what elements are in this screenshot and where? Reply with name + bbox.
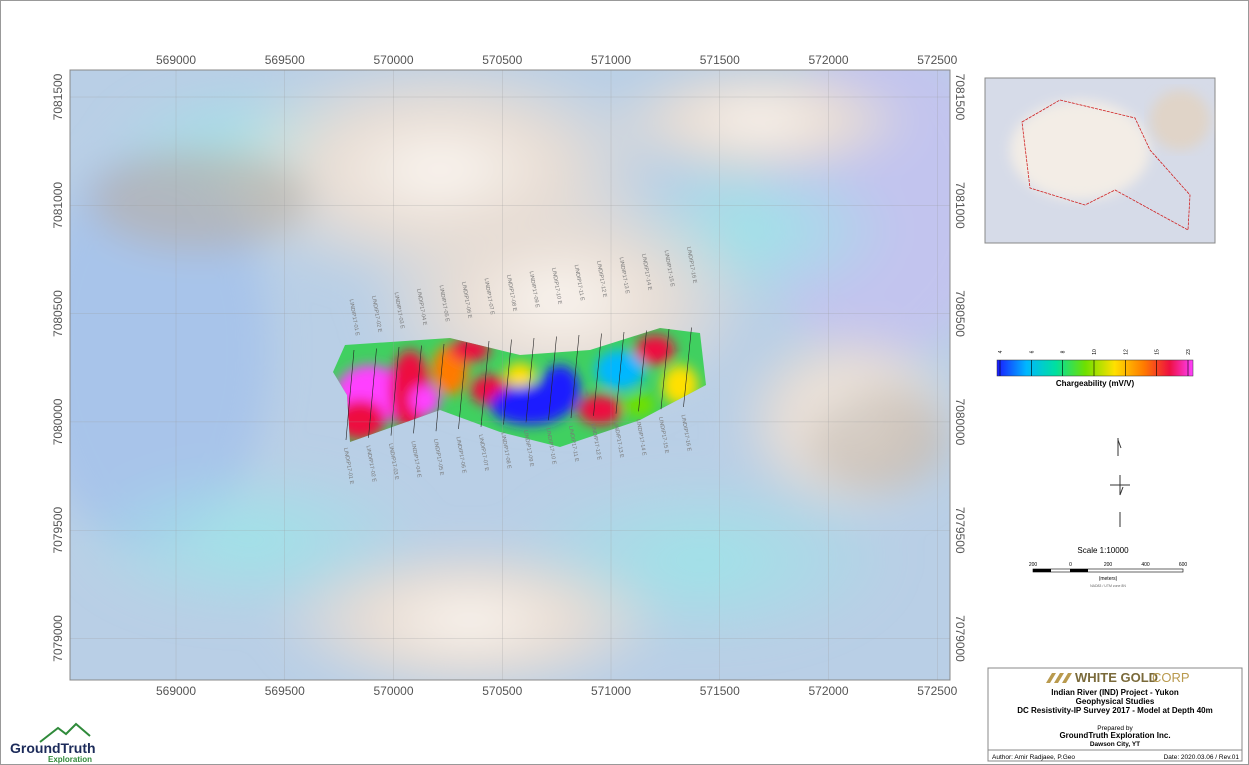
date: Date: 2020.03.06 / Rev.01 xyxy=(1164,754,1240,761)
scale-unit: (meters) xyxy=(1099,576,1118,582)
x-tick-label: 571000 xyxy=(591,684,631,698)
survey: DC Resistivity-IP Survey 2017 - Model at… xyxy=(1017,706,1212,715)
x-tick-label: 572500 xyxy=(917,684,957,698)
x-tick-label: 569000 xyxy=(156,684,196,698)
scale-title: Scale 1:10000 xyxy=(1077,546,1129,555)
x-tick-label: 570500 xyxy=(482,53,522,67)
x-tick-label: 571500 xyxy=(700,684,740,698)
scale-tick-label: 200 xyxy=(1104,562,1113,568)
x-tick-label: 571500 xyxy=(700,53,740,67)
legend-title: Chargeability (mV/V) xyxy=(1056,379,1135,388)
study: Geophysical Studies xyxy=(1076,697,1155,706)
x-tick-label: 572500 xyxy=(917,53,957,67)
company: WHITE GOLD xyxy=(1075,670,1158,685)
y-tick-label: 7079500 xyxy=(51,507,65,554)
x-tick-label: 569500 xyxy=(265,684,305,698)
y-tick-label: 7080500 xyxy=(51,290,65,337)
legend-tick-label: 12 xyxy=(1123,349,1129,355)
inset-map xyxy=(985,78,1215,243)
x-tick-label: 569500 xyxy=(265,53,305,67)
legend-tick-label: 15 xyxy=(1155,349,1161,355)
legend-tick-label: 4 xyxy=(998,350,1004,353)
y-tick-label: 7081500 xyxy=(953,74,967,121)
legend-tick-label: 10 xyxy=(1092,349,1098,355)
x-tick-label: 572000 xyxy=(808,53,848,67)
x-tick-label: 572000 xyxy=(808,684,848,698)
project: Indian River (IND) Project - Yukon xyxy=(1051,688,1179,697)
author: Author: Amir Radjaee, P.Geo xyxy=(992,754,1075,761)
projection: NAD83 / UTM zone 8N xyxy=(1090,584,1126,588)
logo-name: GroundTruth xyxy=(10,740,96,756)
y-tick-label: 7081000 xyxy=(51,182,65,229)
logo-sub: Exploration xyxy=(48,755,92,764)
scale-tick-label: 600 xyxy=(1179,562,1188,568)
y-tick-label: 7081500 xyxy=(51,73,65,120)
legend-tick-label: 6 xyxy=(1029,350,1035,353)
y-tick-label: 7080000 xyxy=(51,398,65,445)
y-tick-label: 7079500 xyxy=(953,507,967,554)
scale-tick-label: 0 xyxy=(1069,562,1072,568)
page: LINDIP17-01 ELINDIP17-01 ELINDIP17-02 EL… xyxy=(0,0,1249,765)
y-tick-label: 7080500 xyxy=(953,290,967,337)
scale-tick-label: 400 xyxy=(1141,562,1150,568)
x-tick-label: 571000 xyxy=(591,53,631,67)
legend-tick-label: 8 xyxy=(1061,350,1067,353)
y-tick-label: 7080000 xyxy=(953,399,967,446)
x-tick-label: 570500 xyxy=(482,684,522,698)
legend-tick-label: 23 xyxy=(1186,349,1192,355)
scale-tick-label: 200 xyxy=(1029,562,1038,568)
title-block: WHITE GOLD CORP Indian River (IND) Proje… xyxy=(988,668,1242,761)
preparer: GroundTruth Exploration Inc. xyxy=(1059,731,1170,740)
x-tick-label: 569000 xyxy=(156,53,196,67)
y-tick-label: 7079000 xyxy=(51,615,65,662)
y-tick-label: 7079000 xyxy=(953,615,967,662)
location: Dawson City, YT xyxy=(1090,741,1140,748)
y-tick-label: 7081000 xyxy=(953,182,967,229)
x-tick-label: 570000 xyxy=(373,684,413,698)
company-suffix: CORP xyxy=(1152,670,1190,685)
x-tick-label: 570000 xyxy=(373,53,413,67)
